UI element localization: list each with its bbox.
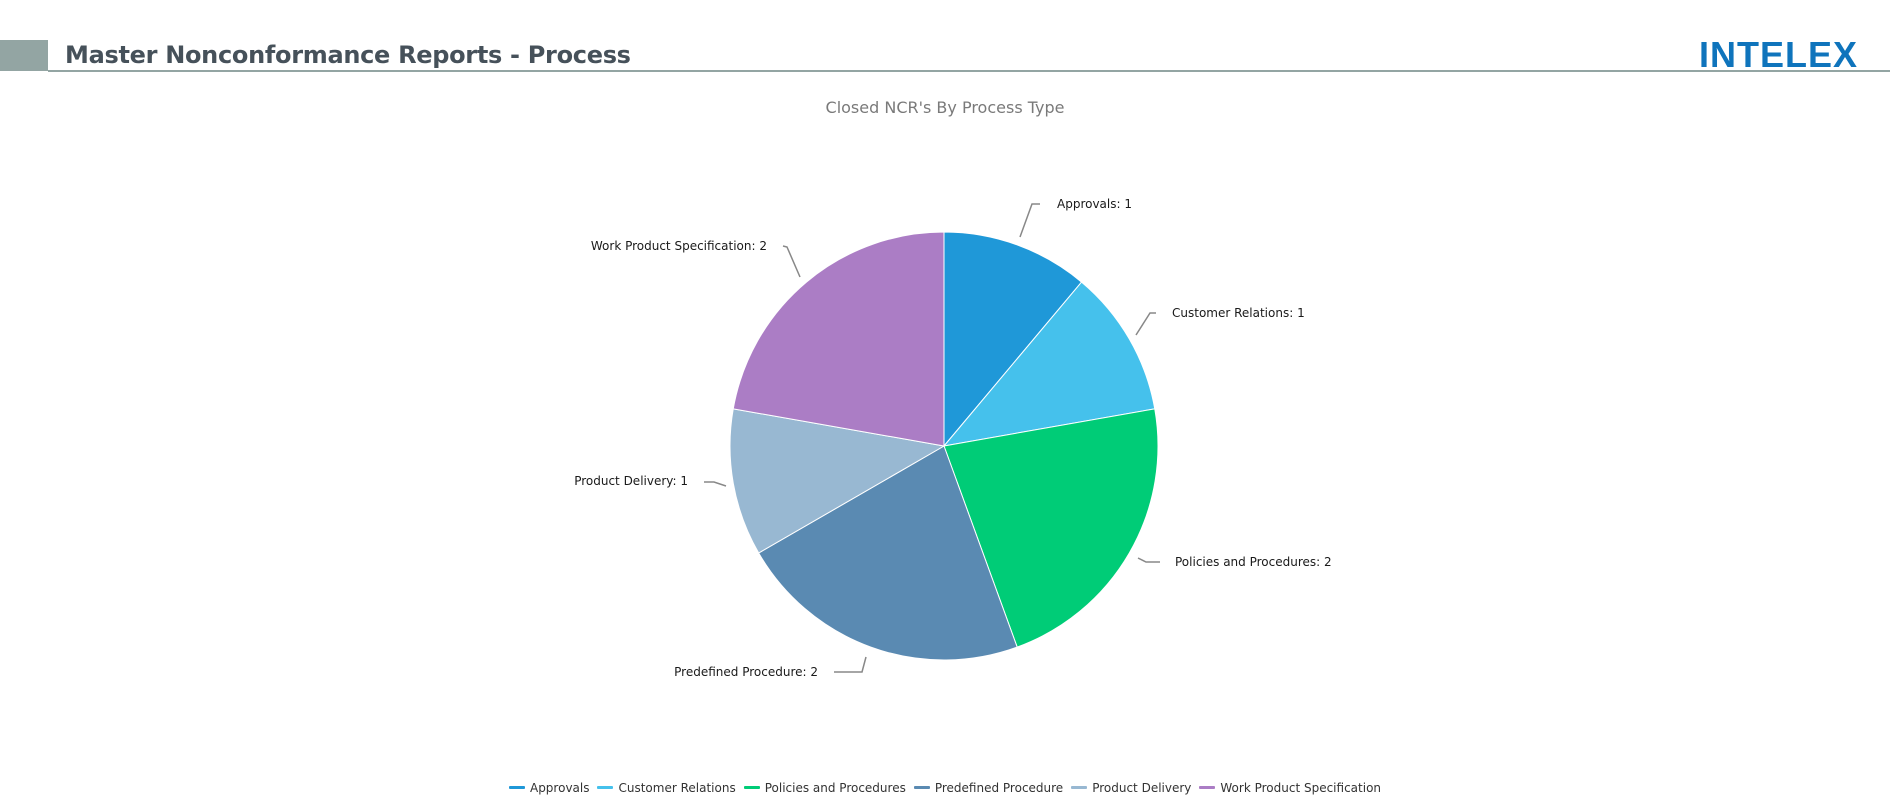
legend-swatch-icon [1071,786,1088,789]
connector-predefined [834,656,867,673]
data-label-approvals: Approvals: 1 [1057,197,1132,211]
connector-approvals [1019,203,1040,238]
data-label-product-delivery: Product Delivery: 1 [574,474,688,488]
legend-label: Approvals [529,780,590,795]
legend-item-policies-and-procedures[interactable]: Policies and Procedures [743,780,906,795]
legend-label: Work Product Specification [1220,780,1382,795]
legend-swatch-icon [913,786,930,789]
legend-swatch-icon [597,786,614,789]
chart-title: Closed NCR's By Process Type [825,98,1065,117]
pie-slices [729,231,1159,661]
data-label-work-product: Work Product Specification: 2 [591,239,767,253]
connector-customer-relations [1135,312,1156,336]
pie-slice-work-product-specification[interactable] [732,231,945,447]
data-label-policies: Policies and Procedures: 2 [1175,555,1332,569]
legend-item-customer-relations[interactable]: Customer Relations [597,780,736,795]
connector-product-delivery [704,481,727,487]
legend-item-approvals[interactable]: Approvals [508,780,590,795]
pie-slice-predefined-procedure[interactable] [757,445,1018,661]
pie-slice-product-delivery[interactable] [729,408,946,554]
legend-label: Product Delivery [1092,780,1192,795]
page-header: Master Nonconformance Reports - Process … [0,34,1890,75]
intelex-logo: INTELEX [1698,34,1858,75]
legend-item-work-product-specification[interactable]: Work Product Specification [1199,781,1381,795]
header-accent-block [0,40,48,71]
chart-legend: Approvals Customer Relations Policies and … [0,778,1890,795]
data-label-connectors [704,203,1160,673]
pie-slice-customer-relations[interactable] [942,281,1156,447]
connector-policies [1137,557,1160,563]
legend-label: Predefined Procedure [934,780,1064,795]
legend-swatch-icon [1199,786,1216,789]
legend-item-predefined-procedure[interactable]: Predefined Procedure [913,780,1064,795]
legend-label: Policies and Procedures [764,780,906,795]
pie-slice-approvals[interactable] [943,231,1083,448]
legend-item-product-delivery[interactable]: Product Delivery [1071,781,1191,795]
connector-work-product [782,245,801,278]
legend-swatch-icon [508,786,525,789]
header-divider [48,70,1890,72]
pie-slice-policies-and-procedures[interactable] [943,408,1159,648]
data-label-customer-relations: Customer Relations: 1 [1172,306,1305,320]
data-label-predefined: Predefined Procedure: 2 [674,665,818,679]
legend-swatch-icon [743,786,760,789]
legend-label: Customer Relations [618,780,736,795]
page-title: Master Nonconformance Reports - Process [65,41,631,69]
